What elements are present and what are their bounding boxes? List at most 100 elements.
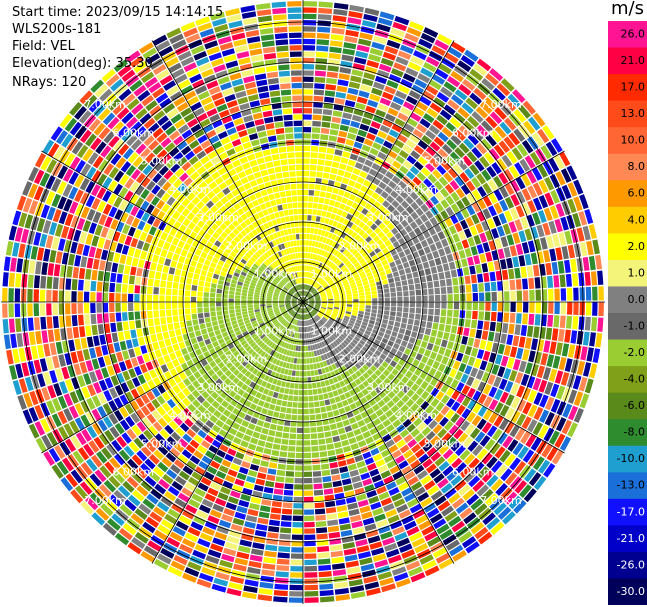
range-gate bbox=[219, 559, 233, 569]
range-gate bbox=[445, 195, 455, 206]
range-gate bbox=[206, 355, 214, 364]
range-gate bbox=[313, 308, 318, 313]
range-gate bbox=[352, 307, 359, 311]
range-gate bbox=[506, 334, 514, 346]
range-gate bbox=[96, 303, 102, 313]
range-gate bbox=[67, 253, 76, 266]
range-gate bbox=[592, 302, 598, 316]
range-gate bbox=[488, 412, 499, 424]
range-gate bbox=[349, 320, 355, 325]
range-gate bbox=[385, 508, 398, 518]
range-gate bbox=[259, 358, 266, 365]
range-gate bbox=[176, 262, 184, 270]
range-gate bbox=[379, 382, 387, 390]
range-gate bbox=[360, 472, 371, 481]
range-gate bbox=[315, 298, 321, 300]
range-gate bbox=[291, 311, 296, 317]
range-gate bbox=[470, 367, 479, 378]
range-gate bbox=[538, 194, 549, 209]
range-gate bbox=[315, 300, 321, 302]
range-gate bbox=[156, 395, 166, 405]
range-gate bbox=[187, 271, 194, 279]
range-gate bbox=[132, 156, 144, 168]
range-gate bbox=[406, 526, 420, 537]
range-gate bbox=[378, 443, 388, 452]
range-gate bbox=[294, 305, 299, 310]
range-gate bbox=[134, 365, 143, 376]
range-gate bbox=[303, 389, 308, 396]
range-gate bbox=[404, 470, 416, 481]
range-gate bbox=[180, 233, 189, 243]
range-gate bbox=[555, 171, 566, 186]
range-gate bbox=[514, 480, 528, 494]
range-gate bbox=[361, 356, 368, 364]
range-gate bbox=[320, 307, 326, 311]
range-gate bbox=[309, 234, 314, 240]
range-gate bbox=[328, 52, 341, 60]
range-gate bbox=[274, 311, 281, 315]
range-gate bbox=[103, 282, 109, 292]
range-gate bbox=[407, 476, 419, 486]
range-gate bbox=[291, 303, 298, 306]
range-gate bbox=[402, 312, 409, 319]
range-gate bbox=[336, 505, 348, 512]
range-gate bbox=[344, 554, 358, 562]
range-gate bbox=[291, 408, 298, 414]
range-gate bbox=[244, 265, 251, 271]
range-gate bbox=[353, 296, 359, 300]
range-gate bbox=[453, 112, 466, 124]
range-gate bbox=[348, 508, 360, 517]
range-gate bbox=[352, 526, 365, 535]
range-gate bbox=[326, 186, 334, 193]
range-gate bbox=[590, 271, 598, 286]
range-gate bbox=[257, 282, 263, 287]
range-gate bbox=[406, 423, 416, 433]
range-gate bbox=[500, 355, 509, 367]
range-gate bbox=[92, 258, 100, 270]
range-gate bbox=[172, 405, 182, 415]
range-gate bbox=[291, 547, 303, 553]
range-gate bbox=[382, 419, 392, 428]
range-gate bbox=[197, 313, 204, 319]
range-gate bbox=[218, 319, 224, 325]
range-gate bbox=[364, 311, 371, 316]
range-gate bbox=[354, 218, 362, 226]
range-gate bbox=[127, 494, 141, 507]
range-gate bbox=[353, 141, 363, 149]
range-gate bbox=[174, 497, 187, 509]
range-gate bbox=[467, 399, 477, 411]
range-gate bbox=[292, 509, 303, 515]
range-gate bbox=[303, 164, 310, 171]
range-gate bbox=[510, 179, 521, 193]
range-gate bbox=[76, 217, 86, 231]
range-gate bbox=[485, 73, 499, 86]
range-gate bbox=[303, 20, 317, 26]
range-gate bbox=[364, 159, 374, 168]
range-gate bbox=[382, 200, 391, 209]
range-gate bbox=[142, 498, 156, 510]
range-gate bbox=[328, 300, 334, 302]
range-gate bbox=[392, 326, 400, 333]
range-gate bbox=[122, 350, 130, 360]
range-gate bbox=[257, 340, 263, 346]
range-gate bbox=[451, 497, 465, 509]
range-gate bbox=[408, 89, 421, 100]
range-gate bbox=[347, 572, 362, 581]
range-gate bbox=[468, 457, 480, 470]
range-gate bbox=[194, 487, 206, 498]
range-gate bbox=[446, 309, 453, 317]
range-gate bbox=[80, 414, 91, 428]
range-gate bbox=[405, 370, 413, 379]
range-gate bbox=[310, 427, 317, 433]
range-gate bbox=[315, 51, 328, 58]
range-gate bbox=[97, 324, 105, 335]
range-gate bbox=[297, 421, 303, 427]
range-gate bbox=[267, 532, 279, 539]
range-gate bbox=[109, 494, 122, 507]
range-gate bbox=[441, 505, 454, 517]
range-gate bbox=[337, 352, 344, 359]
range-gate bbox=[55, 130, 68, 145]
range-gate bbox=[397, 112, 409, 122]
range-gate bbox=[279, 303, 285, 305]
range-gate bbox=[131, 338, 139, 348]
